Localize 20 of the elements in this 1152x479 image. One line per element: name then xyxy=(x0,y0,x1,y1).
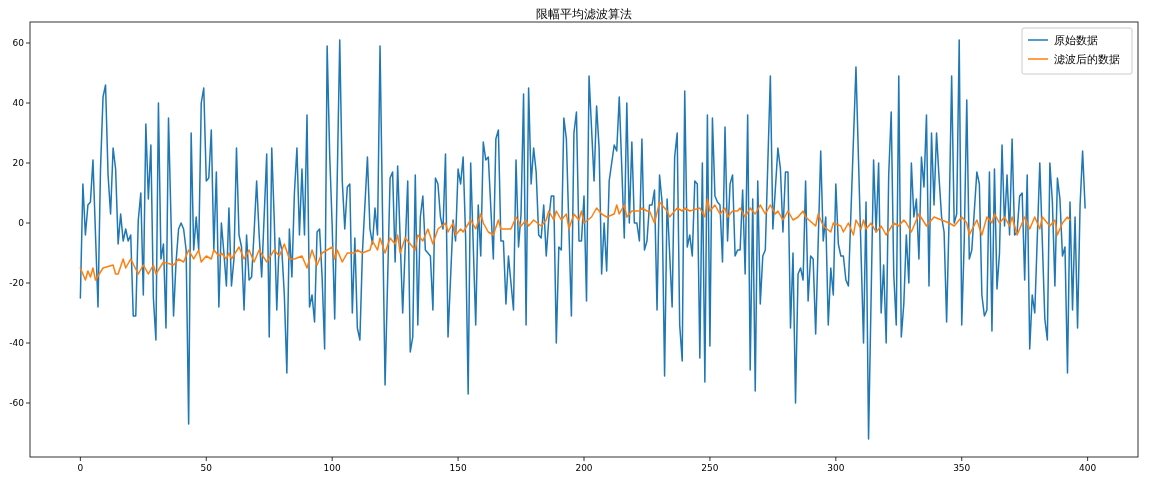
y-tick-label: -40 xyxy=(9,338,25,348)
x-tick-label: 150 xyxy=(449,463,467,473)
line-series xyxy=(79,198,1071,281)
legend-label: 滤波后的数据 xyxy=(1054,53,1120,66)
x-tick-label: 250 xyxy=(701,463,719,473)
y-tick-label: 60 xyxy=(12,38,25,48)
x-tick-label: 50 xyxy=(200,463,213,473)
chart-title: 限幅平均滤波算法 xyxy=(536,7,632,21)
y-tick-label: 0 xyxy=(18,218,25,228)
x-tick-label: 350 xyxy=(953,463,971,473)
legend-label: 原始数据 xyxy=(1054,34,1098,47)
y-tick-label: -20 xyxy=(9,278,25,288)
y-tick-label: 20 xyxy=(12,158,25,168)
y-tick-label: 40 xyxy=(12,98,25,108)
x-tick-label: 200 xyxy=(575,463,593,473)
x-tick-label: 400 xyxy=(1079,463,1097,473)
x-tick-label: 0 xyxy=(77,463,84,473)
x-tick-label: 300 xyxy=(827,463,845,473)
x-tick-label: 100 xyxy=(323,463,342,473)
y-tick-label: -60 xyxy=(9,398,25,408)
